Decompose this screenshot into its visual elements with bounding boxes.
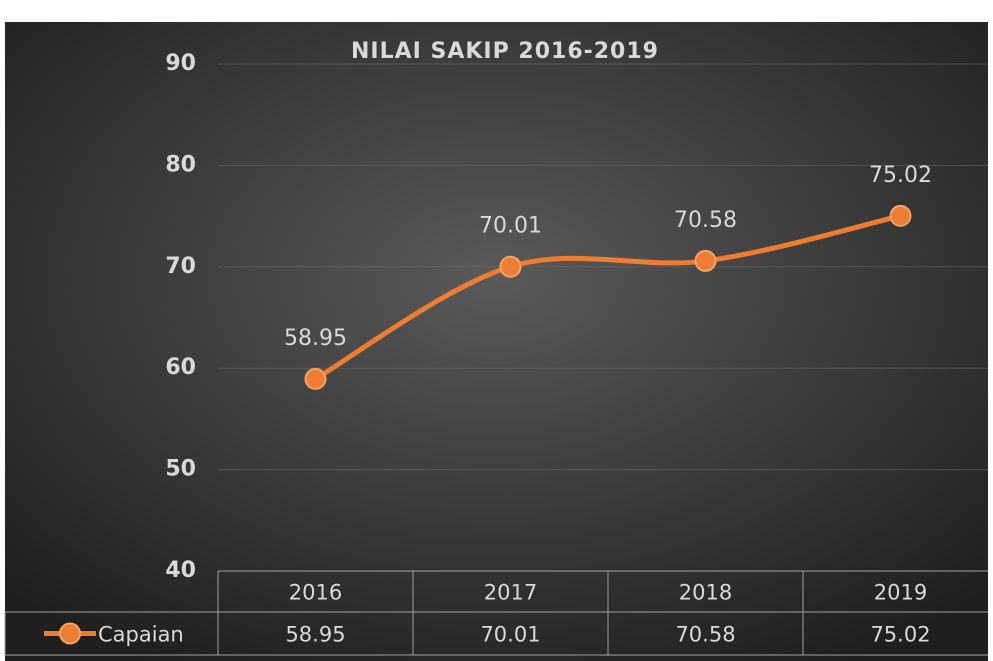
x-tick-label: 2019 <box>874 581 927 605</box>
data-label: 75.02 <box>869 163 932 188</box>
y-tick-label: 90 <box>165 51 196 76</box>
legend-label: Capaian <box>98 623 184 647</box>
point-marker <box>499 255 522 278</box>
table-value: 58.95 <box>285 623 345 647</box>
point-marker <box>304 367 327 390</box>
table-value: 70.01 <box>480 623 540 647</box>
y-tick-label: 40 <box>165 558 196 583</box>
table-value: 70.58 <box>675 623 735 647</box>
x-tick-label: 2016 <box>289 581 342 605</box>
y-tick-label: 50 <box>165 457 196 482</box>
y-tick-label: 70 <box>165 254 196 279</box>
chart-background <box>5 22 988 661</box>
data-label: 70.01 <box>479 214 542 239</box>
x-tick-label: 2018 <box>679 581 732 605</box>
data-label: 58.95 <box>284 326 347 351</box>
series-line <box>313 213 903 382</box>
point-marker <box>889 204 912 227</box>
data-label: 70.58 <box>674 208 737 233</box>
x-tick-label: 2017 <box>484 581 537 605</box>
point-marker <box>694 249 717 272</box>
legend-marker <box>59 622 81 645</box>
table-value: 75.02 <box>870 623 930 647</box>
y-tick-label: 80 <box>165 152 196 177</box>
y-tick-label: 60 <box>165 355 196 380</box>
chart-title: NILAI SAKIP 2016-2019 <box>351 39 659 64</box>
